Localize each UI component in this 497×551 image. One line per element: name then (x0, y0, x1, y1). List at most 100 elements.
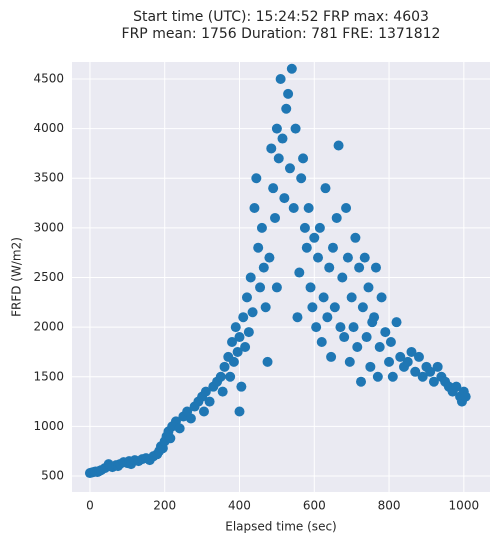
point (342, 252, 353, 263)
point (217, 386, 228, 397)
point (337, 272, 348, 283)
point (256, 222, 267, 233)
point (294, 267, 305, 278)
point (372, 371, 383, 382)
point (354, 262, 365, 273)
x-tick-label: 0 (86, 499, 94, 513)
point (374, 341, 385, 352)
point (234, 332, 245, 343)
x-tick-label: 200 (153, 499, 176, 513)
point (395, 351, 406, 362)
point (425, 366, 436, 377)
point (311, 322, 322, 333)
point (387, 371, 398, 382)
point (417, 371, 428, 382)
point (232, 346, 243, 357)
point (313, 252, 324, 263)
x-tick-label: 800 (378, 499, 401, 513)
point (228, 356, 239, 367)
x-axis-label: Elapsed time (sec) (225, 520, 336, 534)
point (348, 322, 359, 333)
point (262, 356, 273, 367)
point (357, 302, 368, 313)
point (279, 193, 290, 204)
point (238, 312, 249, 323)
point (350, 232, 361, 243)
point (344, 356, 355, 367)
point (369, 312, 380, 323)
point (384, 356, 395, 367)
point (277, 133, 288, 144)
x-tick-label: 600 (303, 499, 326, 513)
point (174, 423, 185, 434)
title-line: FRP mean: 1756 Duration: 781 FRE: 137181… (122, 26, 441, 42)
point (215, 371, 226, 382)
point (352, 341, 363, 352)
y-tick-label: 2000 (33, 320, 64, 334)
point (331, 212, 342, 223)
point (329, 302, 340, 313)
point (298, 153, 309, 164)
point (253, 242, 264, 253)
point (271, 123, 282, 134)
point (286, 63, 297, 74)
point (225, 371, 236, 382)
point (266, 143, 277, 154)
point (385, 337, 396, 348)
point (432, 361, 443, 372)
point (204, 396, 215, 407)
x-tick-label: 400 (228, 499, 251, 513)
y-tick-label: 2500 (33, 270, 64, 284)
point (380, 327, 391, 338)
point (327, 242, 338, 253)
point (363, 282, 374, 293)
y-tick-label: 3000 (33, 220, 64, 234)
point (260, 302, 271, 313)
point (243, 327, 254, 338)
point (200, 386, 211, 397)
point (341, 203, 352, 214)
point (322, 312, 333, 323)
point (333, 140, 344, 151)
point (234, 406, 245, 417)
point (365, 361, 376, 372)
point (391, 317, 402, 328)
point (303, 203, 314, 214)
point (241, 292, 252, 303)
point (301, 242, 312, 253)
point (309, 232, 320, 243)
point (283, 88, 294, 99)
point (413, 351, 424, 362)
point (264, 252, 275, 263)
point (318, 292, 329, 303)
point (370, 262, 381, 273)
point (247, 307, 258, 318)
title-line: Start time (UTC): 15:24:52 FRP max: 4603 (133, 9, 429, 25)
x-tick-label: 1000 (449, 499, 480, 513)
point (273, 153, 284, 164)
point (326, 351, 337, 362)
y-tick-label: 3500 (33, 171, 64, 185)
point (346, 292, 357, 303)
point (268, 183, 279, 194)
point (339, 332, 350, 343)
point (451, 381, 462, 392)
point (335, 322, 346, 333)
y-tick-label: 4000 (33, 121, 64, 135)
point (230, 322, 241, 333)
point (240, 341, 251, 352)
point (316, 337, 327, 348)
point (249, 203, 260, 214)
point (236, 381, 247, 392)
point (376, 292, 387, 303)
point (460, 391, 471, 402)
point (410, 366, 421, 377)
y-tick-label: 500 (41, 469, 64, 483)
point (305, 282, 316, 293)
point (359, 252, 370, 263)
point (314, 222, 325, 233)
point (198, 406, 209, 417)
point (271, 282, 282, 293)
point (288, 203, 299, 214)
point (361, 332, 372, 343)
